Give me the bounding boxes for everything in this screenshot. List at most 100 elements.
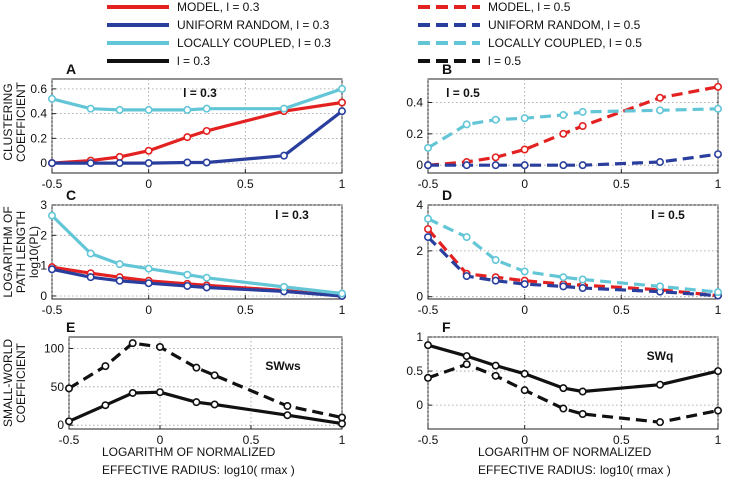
y-label-row1-line1: CLUSTERING: [1, 83, 15, 160]
data-point: [128, 339, 137, 348]
y-tick-label: 0.4: [406, 96, 423, 110]
data-point: [283, 411, 292, 420]
x-tick-label: 0.5: [243, 433, 260, 447]
series-line: [51, 100, 343, 165]
panel-letter: E: [66, 319, 75, 335]
data-point: [559, 273, 568, 282]
panel-letter: A: [66, 61, 76, 77]
x-tick-label: -0.5: [418, 303, 439, 317]
data-point: [101, 362, 110, 371]
series-line: [426, 228, 719, 298]
y-tick-label: 0: [416, 158, 423, 172]
legend-label: LOCALLY COUPLED, l = 0.3: [177, 36, 331, 50]
data-point: [202, 273, 211, 282]
x-tick-label: 0.5: [613, 303, 630, 317]
legend-label: l = 0.3: [177, 54, 210, 68]
legend-left: MODEL, l = 0.3 UNIFORM RANDOM, l = 0.3 LOC…: [107, 0, 331, 68]
data-point: [462, 233, 471, 242]
data-point: [462, 161, 471, 170]
data-point: [144, 146, 153, 155]
data-point: [713, 82, 722, 91]
y-label-row1-line2: COEFFICIENT: [14, 81, 28, 162]
data-point: [578, 107, 587, 116]
data-point: [337, 107, 346, 116]
series-line: [51, 87, 343, 112]
plot-frame: [51, 78, 343, 174]
panel-letter: F: [442, 319, 451, 335]
data-point: [423, 233, 432, 242]
data-point: [520, 280, 529, 289]
x-tick-label: 0: [157, 433, 164, 447]
y-label-row3: SMALL-WORLD COEFFICIENT: [1, 339, 28, 427]
series-line: [427, 107, 719, 150]
data-point: [86, 159, 95, 168]
data-point: [115, 276, 124, 285]
data-point: [183, 133, 192, 142]
x-tick-label: 1: [715, 177, 722, 191]
y-tick-label: 4: [416, 198, 423, 212]
data-point: [183, 158, 192, 167]
data-point: [101, 401, 110, 410]
series-line: [426, 235, 719, 298]
x-tick-label: 0: [145, 177, 152, 191]
panel-letter: D: [442, 187, 452, 203]
x-tick-label: 0.5: [237, 303, 254, 317]
y-label-row3-line2: COEFFICIENT: [14, 342, 28, 423]
y-tick-label: 0: [416, 398, 423, 412]
panel-annotation: l = 0.3: [183, 86, 217, 100]
panel-annotation: SWws: [265, 359, 301, 373]
data-point: [713, 150, 722, 159]
data-point: [491, 361, 500, 370]
x-label-line2-right: EFFECTIVE RADIUS:: [478, 463, 596, 477]
data-point: [520, 114, 529, 123]
data-point: [65, 417, 74, 426]
y-tick-label: 1: [416, 330, 423, 344]
panel-a: -0.5 0 0.5 1 0 0.2 0.4 0.6 Al = 0.3: [30, 61, 346, 191]
y-label-row3-line1: SMALL-WORLD: [1, 339, 15, 427]
plot-frame: [427, 336, 719, 430]
data-point: [578, 387, 587, 396]
y-tick-label: 100: [44, 342, 64, 356]
legend-right: MODEL, l = 0.5 UNIFORM RANDOM, l = 0.5 LOC…: [418, 0, 642, 68]
y-tick-label: 0: [40, 156, 47, 170]
data-point: [578, 275, 587, 284]
data-point: [491, 276, 500, 285]
data-point: [655, 93, 664, 102]
y-tick-label: 0: [416, 290, 423, 304]
series-line: [427, 85, 719, 167]
data-point: [144, 264, 153, 273]
data-point: [713, 406, 722, 415]
data-point: [423, 373, 432, 382]
panels: -0.5 0 0.5 100.20.40.6Al = 0.3-0.5 0 0.5 100.2…: [30, 61, 722, 447]
x-label-line1-right: LOGARITHM OF NORMALIZED: [478, 445, 652, 459]
data-point: [655, 106, 664, 115]
data-point: [144, 279, 153, 288]
series-line: [427, 343, 719, 394]
data-point: [86, 273, 95, 282]
x-tick-label: 1: [339, 177, 346, 191]
x-tick-label: 1: [339, 303, 346, 317]
data-point: [713, 367, 722, 376]
data-point: [559, 282, 568, 291]
data-point: [192, 363, 201, 372]
data-point: [423, 161, 432, 170]
data-point: [115, 159, 124, 168]
x-label-line2: EFFECTIVE RADIUS:: [102, 463, 220, 477]
y-tick-label: 3: [40, 198, 47, 212]
y-label-row2-line1: LOGARITHM OF: [1, 206, 15, 297]
series-line: [68, 341, 343, 420]
series-line: [52, 109, 343, 165]
data-point: [559, 111, 568, 120]
data-point: [491, 161, 500, 170]
data-point: [202, 126, 211, 135]
panel-b: -0.5 0 0.5 1 0 0.2 0.4 Bl = 0.5: [406, 61, 722, 191]
data-point: [47, 211, 56, 220]
series-line: [68, 390, 343, 426]
x-tick-label: 0.5: [613, 177, 630, 191]
series-line: [50, 214, 343, 296]
data-point: [559, 384, 568, 393]
data-point: [86, 104, 95, 113]
x-label-line1: LOGARITHM OF NORMALIZED: [102, 445, 276, 459]
data-point: [423, 341, 432, 350]
